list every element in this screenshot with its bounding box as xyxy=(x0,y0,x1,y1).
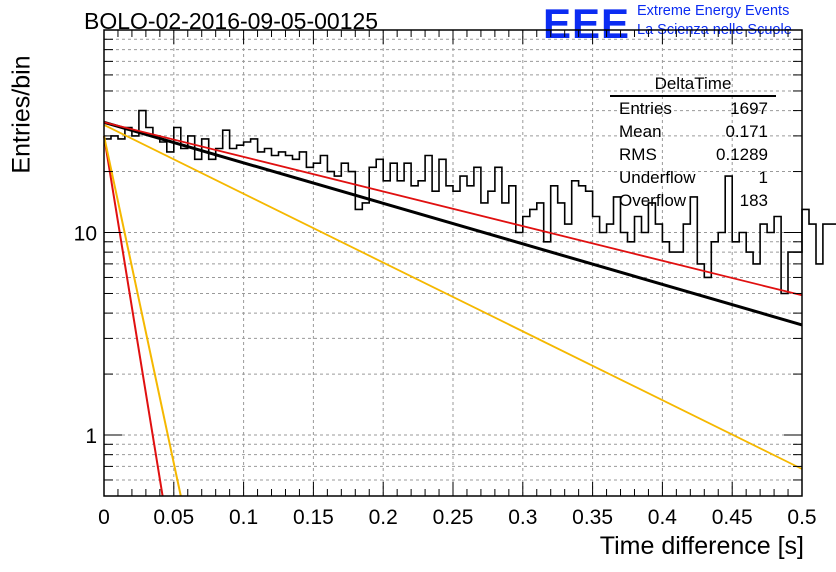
stats-value: 0.1289 xyxy=(716,145,768,164)
fit-line xyxy=(103,135,182,497)
stats-value: 183 xyxy=(739,191,768,210)
x-tick-label: 0.25 xyxy=(433,506,474,529)
y-axis-label: Entries/bin xyxy=(7,55,36,174)
stats-value: 1697 xyxy=(730,99,768,118)
fit-line xyxy=(103,120,803,327)
stats-box: DeltaTime Entries 1697 Mean 0.171 RMS 0.… xyxy=(610,74,776,212)
stats-label: Mean xyxy=(619,122,662,141)
y-tick-label: 1 xyxy=(85,425,97,448)
x-axis-label: Time difference [s] xyxy=(599,532,804,560)
x-tick-label: 0.1 xyxy=(229,506,258,529)
eee-logo: EEE xyxy=(543,0,631,47)
stats-row: Overflow 183 xyxy=(610,189,776,212)
stats-label: RMS xyxy=(619,145,657,164)
stats-label: Entries xyxy=(619,99,672,118)
stats-value: 1 xyxy=(758,168,768,187)
fit-line xyxy=(103,135,164,497)
stats-row: Mean 0.171 xyxy=(610,120,776,143)
stats-row: Underflow 1 xyxy=(610,166,776,189)
x-tick-label: 0.45 xyxy=(712,506,753,529)
x-tick-label: 0 xyxy=(98,506,110,529)
stats-label: Underflow xyxy=(619,168,696,187)
fit-line xyxy=(103,121,803,297)
x-tick-label: 0.35 xyxy=(572,506,613,529)
histogram xyxy=(104,109,836,295)
axis-ticks xyxy=(103,30,803,497)
stats-row: RMS 0.1289 xyxy=(610,143,776,166)
y-tick-label: 10 xyxy=(74,223,97,246)
stats-label: Overflow xyxy=(619,191,687,210)
x-tick-label: 0.3 xyxy=(508,506,537,529)
tick-labels: 0 0.05 0.1 0.15 0.2 0.25 0.3 0.35 0.4 0.45 0.5 1 10 xyxy=(74,223,817,529)
stats-row: Entries 1697 xyxy=(610,97,776,120)
logo-subtitle-1: Extreme Energy Events xyxy=(637,3,790,19)
x-tick-label: 0.4 xyxy=(648,506,678,529)
stats-value: 0.171 xyxy=(725,122,768,141)
x-tick-label: 0.15 xyxy=(293,506,334,529)
stats-title: DeltaTime xyxy=(610,74,776,97)
x-tick-label: 0.2 xyxy=(369,506,398,529)
x-tick-label: 0.05 xyxy=(153,506,194,529)
fit-lines xyxy=(103,120,803,497)
fit-line xyxy=(103,124,803,470)
histogram-step-line xyxy=(104,109,836,295)
x-tick-label: 0.5 xyxy=(787,506,816,529)
